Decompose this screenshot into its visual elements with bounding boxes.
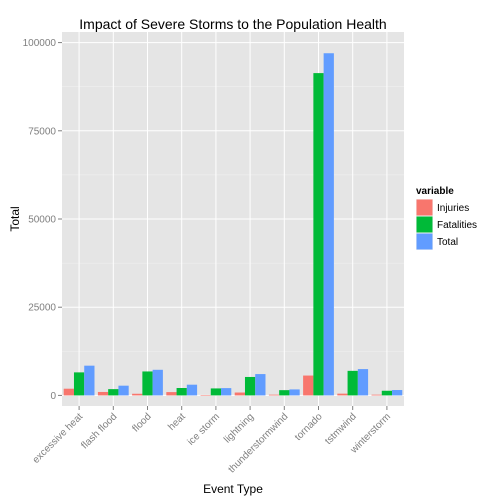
y-tick-label: 25000 [28,303,56,314]
bar-injuries-2 [132,393,143,396]
bar-injuries-9 [371,394,382,396]
bar-total-7 [323,53,334,396]
bar-fatalities-4 [210,388,222,396]
x-tick-label: ice storm [186,411,222,447]
bar-fatalities-5 [244,376,256,396]
bar-total-1 [118,385,129,396]
bar-total-4 [221,388,232,396]
chart-title: Impact of Severe Storms to the Populatio… [79,16,386,32]
bar-total-3 [186,384,198,396]
bar-injuries-6 [268,394,280,396]
grid-major [62,32,404,406]
x-tick-label: excessive heat [31,411,86,466]
bar-injuries-3 [166,392,177,396]
x-axis-title: Event Type [203,482,263,496]
legend-key-injuries [416,199,433,216]
legend-key-fatalities [416,216,433,233]
legend-label-total: Total [437,237,458,248]
bar-injuries-4 [200,395,211,396]
legend-label-injuries: Injuries [437,203,469,214]
y-axis: 0 25000 50000 75000 100000 [23,38,62,402]
y-axis-title: Total [8,206,22,231]
bar-total-0 [84,365,95,396]
y-tick-label: 75000 [28,126,56,137]
bar-total-5 [255,374,266,396]
bar-fatalities-3 [176,388,187,396]
bar-fatalities-1 [108,389,119,396]
x-tick-label: flash flood [79,411,119,451]
bar-total-2 [152,369,163,396]
bar-fatalities-8 [347,370,358,396]
x-tick-label: tstmwind [323,411,359,447]
bar-injuries-8 [337,393,348,396]
legend-title: variable [416,186,454,197]
x-tick-label: heat [166,411,188,433]
x-tick-label: tornado [293,411,325,443]
bar-total-8 [357,369,369,396]
grid-minor [62,86,404,352]
bar-fatalities-7 [313,73,324,396]
y-tick-label: 50000 [28,215,56,226]
bar-total-6 [289,389,300,396]
x-tick-label: lightning [222,411,256,445]
x-tick-label: flood [131,411,154,434]
y-tick-label: 100000 [23,38,57,49]
bar-fatalities-2 [142,371,153,396]
bar-fatalities-9 [381,390,393,396]
legend: variable Injuries Fatalities Total [416,186,477,250]
bar-total-9 [392,390,403,396]
bar-injuries-1 [97,391,109,396]
bars [63,53,403,396]
y-tick-label: 0 [50,391,56,402]
legend-key-total [416,233,433,250]
bar-fatalities-6 [279,390,290,396]
bar-fatalities-0 [73,372,85,396]
x-tick-label: thunderstormwind [226,411,290,475]
bar-injuries-7 [303,375,314,396]
bar-injuries-0 [63,388,74,396]
bar-injuries-5 [234,392,245,396]
legend-label-fatalities: Fatalities [437,220,477,231]
